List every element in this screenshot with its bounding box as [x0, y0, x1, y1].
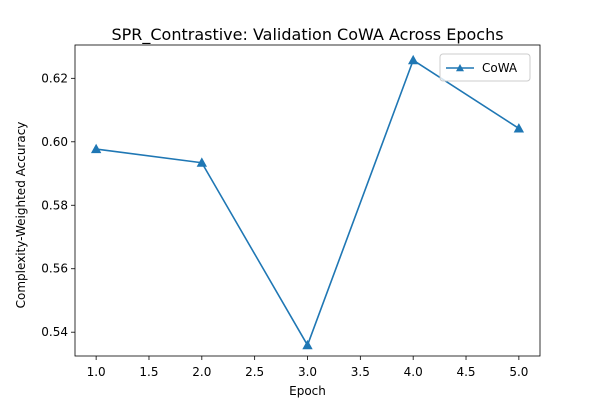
legend-marker	[456, 64, 464, 72]
x-tick-label: 1.5	[139, 365, 158, 379]
y-tick-label: 0.56	[41, 262, 68, 276]
legend-label: CoWA	[482, 61, 518, 75]
y-tick-label: 0.58	[41, 198, 68, 212]
y-axis-label: Complexity-Weighted Accuracy	[14, 122, 28, 309]
x-tick-label: 1.0	[87, 365, 106, 379]
y-tick-label: 0.54	[41, 325, 68, 339]
x-tick-label: 2.0	[192, 365, 211, 379]
y-tick-label: 0.62	[41, 71, 68, 85]
plot-area: 1.0 1.5 2.0 2.5 3.0 3.5 4.0 4.5 5.0 0.54 0.56 0.58 0…	[41, 44, 541, 379]
data-point	[196, 157, 207, 167]
x-tick-label: 4.5	[456, 365, 475, 379]
x-axis-label: Epoch	[289, 384, 326, 398]
x-tick-label: 3.0	[298, 365, 317, 379]
x-tick-label: 5.0	[509, 365, 528, 379]
y-tick-label: 0.60	[41, 135, 68, 149]
data-point	[513, 123, 525, 133]
series-line	[96, 59, 520, 347]
data-point	[408, 54, 419, 65]
chart-title: SPR_Contrastive: Validation CoWA Across …	[111, 25, 503, 45]
axes-frame	[74, 44, 541, 357]
legend-box	[439, 53, 531, 82]
x-tick-label: 3.5	[351, 365, 370, 379]
x-tick-label: 2.5	[245, 365, 264, 379]
x-tick-label: 4.0	[404, 365, 423, 379]
data-point	[302, 339, 313, 350]
data-point	[90, 143, 102, 154]
